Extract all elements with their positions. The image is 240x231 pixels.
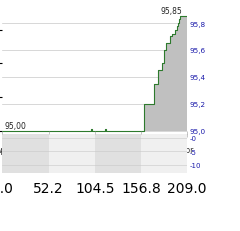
- Text: Jul: Jul: [44, 145, 53, 154]
- Text: Apr: Apr: [0, 145, 9, 154]
- Text: Okt: Okt: [88, 145, 102, 154]
- Bar: [48, 134, 95, 173]
- Bar: [141, 134, 187, 173]
- Bar: [95, 134, 141, 173]
- Bar: [2, 134, 48, 173]
- Text: 95,85: 95,85: [160, 7, 182, 16]
- Text: 95,00: 95,00: [4, 122, 26, 131]
- Text: Apr: Apr: [180, 145, 194, 154]
- Text: Jan: Jan: [135, 145, 147, 154]
- Bar: [187, 134, 233, 173]
